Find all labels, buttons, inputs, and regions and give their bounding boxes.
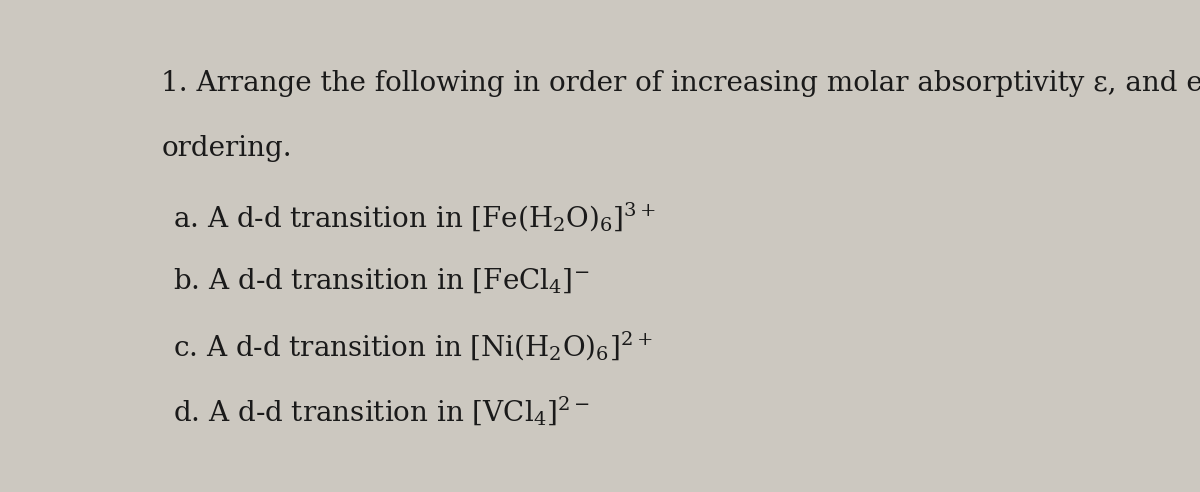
Text: b. A d-d transition in $\mathregular{[FeCl_4]^{-}}$: b. A d-d transition in $\mathregular{[Fe… bbox=[173, 266, 589, 295]
Text: d. A d-d transition in $\mathregular{[VCl_4]^{2-}}$: d. A d-d transition in $\mathregular{[VC… bbox=[173, 394, 590, 428]
Text: a. A d-d transition in $\mathregular{[Fe(H_2O)_6]^{3+}}$: a. A d-d transition in $\mathregular{[Fe… bbox=[173, 201, 656, 234]
Text: ordering.: ordering. bbox=[161, 135, 292, 162]
Text: 1. Arrange the following in order of increasing molar absorptivity ε, and explai: 1. Arrange the following in order of inc… bbox=[161, 70, 1200, 97]
Text: c. A d-d transition in $\mathregular{[Ni(H_2O)_6]^{2+}}$: c. A d-d transition in $\mathregular{[Ni… bbox=[173, 330, 653, 363]
